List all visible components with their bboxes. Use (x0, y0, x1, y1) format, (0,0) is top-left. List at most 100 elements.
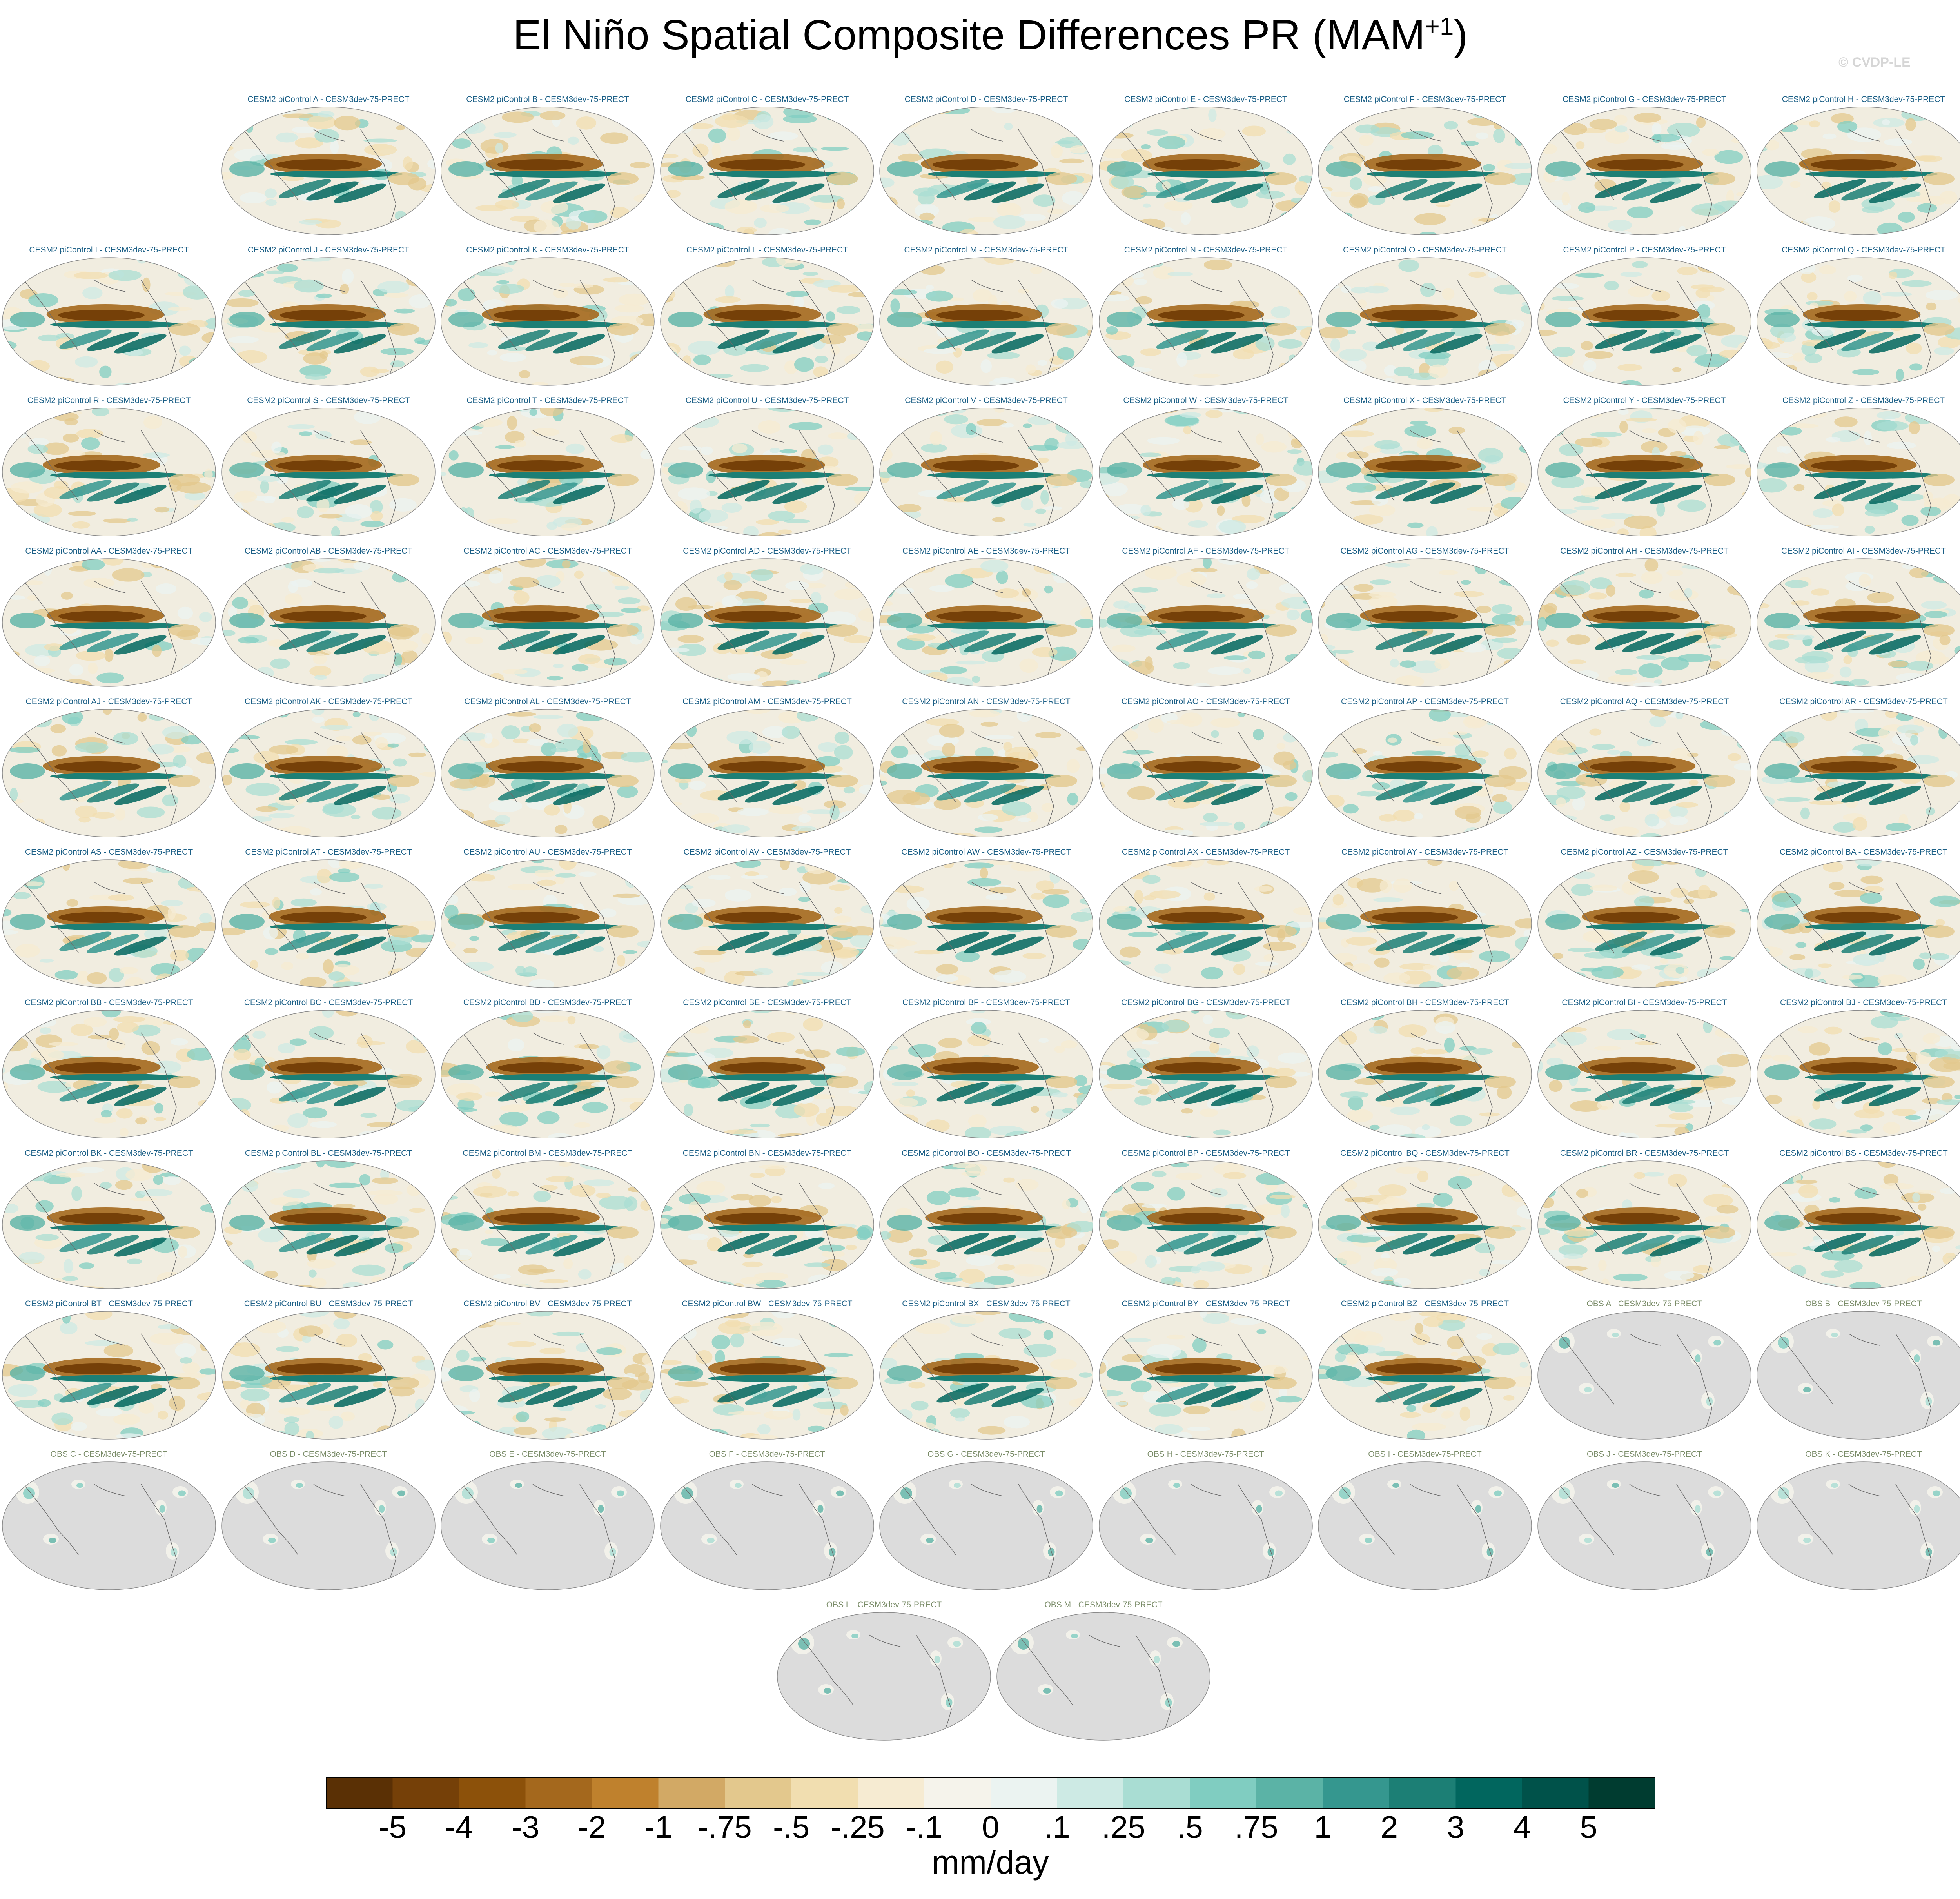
panel-title: CESM2 piControl AE - CESM3dev-75-PRECT (902, 546, 1071, 556)
map-plot (2, 1010, 216, 1138)
panel-title: CESM2 piControl BX - CESM3dev-75-PRECT (902, 1299, 1071, 1308)
map-plot (777, 1612, 991, 1741)
panel-title: CESM2 piControl H - CESM3dev-75-PRECT (1782, 95, 1945, 104)
map-panel: OBS E - CESM3dev-75-PRECT (439, 1449, 657, 1590)
map-panel: CESM2 piControl X - CESM3dev-75-PRECT (1316, 395, 1534, 536)
map-plot (1757, 709, 1960, 837)
panel-title: CESM2 piControl AW - CESM3dev-75-PRECT (901, 848, 1071, 857)
map-plot (2, 1160, 216, 1289)
map-panel: CESM2 piControl AN - CESM3dev-75-PRECT (877, 696, 1095, 837)
map-panel: CESM2 piControl BR - CESM3dev-75-PRECT (1535, 1148, 1753, 1289)
panel-title: CESM2 piControl AO - CESM3dev-75-PRECT (1121, 697, 1290, 706)
map-plot (221, 1010, 436, 1138)
map-plot (1757, 1160, 1960, 1289)
map-plot (1537, 257, 1751, 386)
panel-title: CESM2 piControl AZ - CESM3dev-75-PRECT (1561, 848, 1728, 857)
map-plot (996, 1612, 1210, 1741)
colorbar-bin (392, 1777, 459, 1809)
map-panel: CESM2 piControl Y - CESM3dev-75-PRECT (1535, 395, 1753, 536)
map-panel: CESM2 piControl BI - CESM3dev-75-PRECT (1535, 997, 1753, 1138)
colorbar-tick-label: 0 (982, 1810, 1000, 1845)
panel-title: CESM2 piControl AS - CESM3dev-75-PRECT (25, 848, 193, 857)
map-plot (221, 107, 436, 235)
map-plot (441, 1010, 655, 1138)
panel-title: CESM2 piControl BZ - CESM3dev-75-PRECT (1341, 1299, 1509, 1308)
map-panel: CESM2 piControl AI - CESM3dev-75-PRECT (1755, 546, 1960, 687)
colorbar-bin (991, 1777, 1057, 1809)
map-plot (1318, 1461, 1532, 1590)
watermark: © CVDP-LE (1838, 55, 1911, 70)
map-plot (221, 859, 436, 988)
map-panel: CESM2 piControl AO - CESM3dev-75-PRECT (1097, 696, 1315, 837)
panel-title: CESM2 piControl AJ - CESM3dev-75-PRECT (25, 697, 192, 706)
map-panel: CESM2 piControl AA - CESM3dev-75-PRECT (0, 546, 218, 687)
colorbar-bin (1455, 1777, 1522, 1809)
panel-title: CESM2 piControl AA - CESM3dev-75-PRECT (25, 546, 193, 556)
colorbar-bin (858, 1777, 924, 1809)
map-plot (1318, 558, 1532, 687)
colorbar-bin (658, 1777, 725, 1809)
panel-title: CESM2 piControl X - CESM3dev-75-PRECT (1343, 396, 1506, 405)
panel-title: CESM2 piControl BK - CESM3dev-75-PRECT (25, 1149, 193, 1158)
map-panel: CESM2 piControl AB - CESM3dev-75-PRECT (220, 546, 437, 687)
map-panel: CESM2 piControl P - CESM3dev-75-PRECT (1535, 245, 1753, 386)
map-plot (1757, 1461, 1960, 1590)
panel-title: CESM2 piControl B - CESM3dev-75-PRECT (466, 95, 629, 104)
map-panel: CESM2 piControl AF - CESM3dev-75-PRECT (1097, 546, 1315, 687)
colorbar-tick-label: -.1 (906, 1810, 943, 1845)
map-plot (441, 709, 655, 837)
map-plot (1757, 107, 1960, 235)
map-panel: CESM2 piControl BD - CESM3dev-75-PRECT (439, 997, 657, 1138)
panel-title: CESM2 piControl AN - CESM3dev-75-PRECT (902, 697, 1071, 706)
map-panel: CESM2 piControl BH - CESM3dev-75-PRECT (1316, 997, 1534, 1138)
map-panel: CESM2 piControl AU - CESM3dev-75-PRECT (439, 847, 657, 988)
map-panel: CESM2 piControl BV - CESM3dev-75-PRECT (439, 1298, 657, 1440)
map-plot (2, 1311, 216, 1440)
panel-title: CESM2 piControl BF - CESM3dev-75-PRECT (902, 998, 1071, 1007)
panel-title: CESM2 piControl BE - CESM3dev-75-PRECT (683, 998, 851, 1007)
map-panel: CESM2 piControl BA - CESM3dev-75-PRECT (1755, 847, 1960, 988)
panel-title: CESM2 piControl R - CESM3dev-75-PRECT (27, 396, 191, 405)
panel-title: CESM2 piControl E - CESM3dev-75-PRECT (1124, 95, 1287, 104)
panel-title: CESM2 piControl G - CESM3dev-75-PRECT (1563, 95, 1726, 104)
panel-title: CESM2 piControl AG - CESM3dev-75-PRECT (1340, 546, 1510, 556)
map-plot (221, 558, 436, 687)
panel-title: CESM2 piControl BC - CESM3dev-75-PRECT (244, 998, 413, 1007)
panel-title: CESM2 piControl AM - CESM3dev-75-PRECT (682, 697, 852, 706)
map-panel: CESM2 piControl L - CESM3dev-75-PRECT (658, 245, 876, 386)
colorbar-tick-label: 3 (1447, 1810, 1465, 1845)
colorbar-bin (725, 1777, 791, 1809)
map-panel: CESM2 piControl BS - CESM3dev-75-PRECT (1755, 1148, 1960, 1289)
map-panel: CESM2 piControl W - CESM3dev-75-PRECT (1097, 395, 1315, 536)
map-plot (1099, 709, 1313, 837)
map-plot (1099, 408, 1313, 536)
map-plot (660, 1010, 874, 1138)
panel-title: CESM2 piControl AI - CESM3dev-75-PRECT (1781, 546, 1946, 556)
panel-title: CESM2 piControl BJ - CESM3dev-75-PRECT (1780, 998, 1947, 1007)
map-panel: CESM2 piControl BO - CESM3dev-75-PRECT (877, 1148, 1095, 1289)
map-plot (660, 859, 874, 988)
map-plot (879, 859, 1093, 988)
map-panel: OBS B - CESM3dev-75-PRECT (1755, 1298, 1960, 1440)
map-plot (1318, 709, 1532, 837)
map-panel: CESM2 piControl BN - CESM3dev-75-PRECT (658, 1148, 876, 1289)
colorbar-tick-label: .75 (1234, 1810, 1278, 1845)
panel-title: CESM2 piControl F - CESM3dev-75-PRECT (1343, 95, 1506, 104)
colorbar-bin (592, 1777, 659, 1809)
panel-title: CESM2 piControl D - CESM3dev-75-PRECT (904, 95, 1068, 104)
map-plot (1318, 1010, 1532, 1138)
map-plot (2, 859, 216, 988)
map-panel: CESM2 piControl BF - CESM3dev-75-PRECT (877, 997, 1095, 1138)
map-panel: CESM2 piControl H - CESM3dev-75-PRECT (1755, 94, 1960, 235)
map-panel: CESM2 piControl BQ - CESM3dev-75-PRECT (1316, 1148, 1534, 1289)
panel-title: CESM2 piControl W - CESM3dev-75-PRECT (1123, 396, 1289, 405)
map-panel: CESM2 piControl BY - CESM3dev-75-PRECT (1097, 1298, 1315, 1440)
panel-title: CESM2 piControl BR - CESM3dev-75-PRECT (1560, 1149, 1729, 1158)
colorbar-tick-labels: -5 -4 -3 -2 -1 -.75 -.5 -.25 -.1 0 .1 .25 .5 .75 1 2 3 4 5 (0, 1809, 1960, 1845)
map-panel: CESM2 piControl BJ - CESM3dev-75-PRECT (1755, 997, 1960, 1138)
map-panel: CESM2 piControl R - CESM3dev-75-PRECT (0, 395, 218, 536)
colorbar-tick-label: .5 (1177, 1810, 1203, 1845)
panel-title: CESM2 piControl AP - CESM3dev-75-PRECT (1341, 697, 1509, 706)
map-plot (1537, 107, 1751, 235)
map-plot (879, 1311, 1093, 1440)
